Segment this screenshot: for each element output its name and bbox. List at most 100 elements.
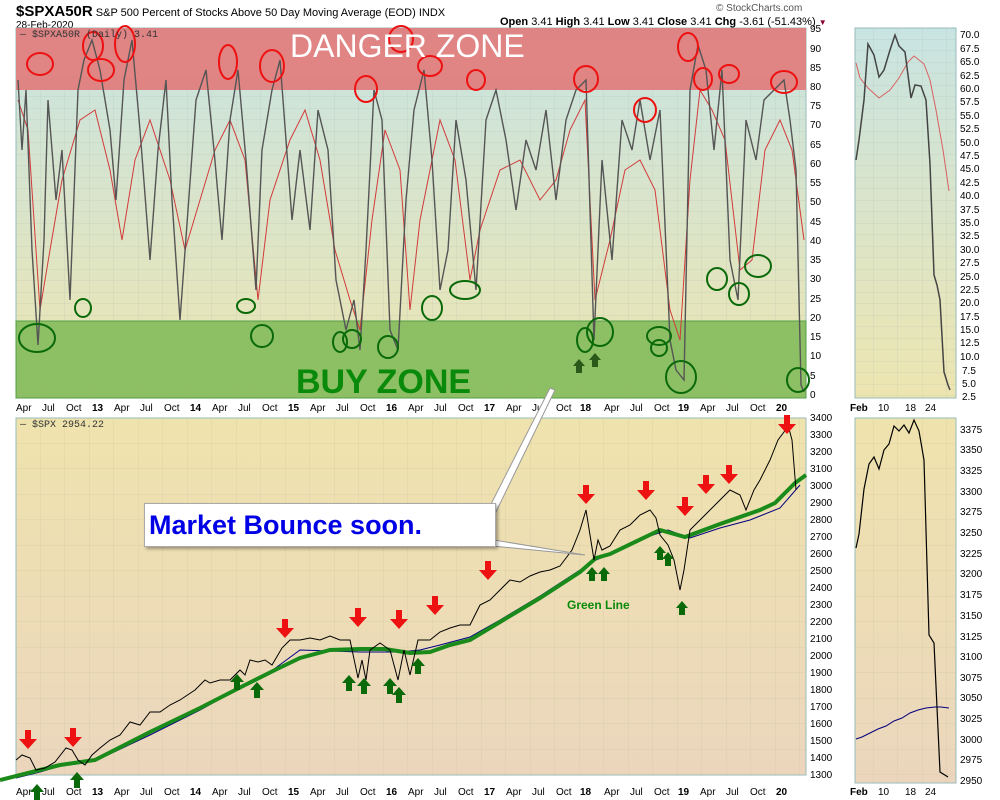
svg-text:10: 10 bbox=[810, 351, 822, 362]
green-line-ma bbox=[0, 473, 808, 782]
ohlc-summary: Open 3.41 High 3.41 Low 3.41 Close 3.41 … bbox=[500, 16, 827, 28]
svg-text:Jul: Jul bbox=[336, 403, 349, 414]
svg-text:3050: 3050 bbox=[960, 693, 983, 704]
svg-text:7.5: 7.5 bbox=[962, 366, 976, 377]
svg-text:Oct: Oct bbox=[66, 787, 82, 798]
callout-text: Market Bounce soon. bbox=[149, 510, 423, 540]
svg-text:65: 65 bbox=[810, 140, 822, 151]
svg-text:1300: 1300 bbox=[810, 770, 833, 781]
svg-text:3100: 3100 bbox=[960, 652, 983, 663]
svg-text:Apr: Apr bbox=[506, 787, 522, 798]
svg-text:Jul: Jul bbox=[336, 787, 349, 798]
svg-text:1800: 1800 bbox=[810, 685, 833, 696]
svg-text:3300: 3300 bbox=[810, 430, 833, 441]
arrow-up-icon bbox=[30, 546, 688, 800]
svg-text:Oct: Oct bbox=[654, 403, 670, 414]
svg-text:55.0: 55.0 bbox=[960, 111, 980, 122]
spx-mini-panel: 3375 3350 3325 3300 3275 3250 3225 3200 … bbox=[850, 417, 983, 798]
buy-zone-label: BUY ZONE bbox=[296, 363, 472, 401]
description: S&P 500 Percent of Stocks Above 50 Day M… bbox=[95, 7, 416, 19]
svg-text:1700: 1700 bbox=[810, 702, 833, 713]
svg-text:Apr: Apr bbox=[408, 787, 424, 798]
svg-text:15: 15 bbox=[810, 332, 822, 343]
breadth-panel bbox=[15, 25, 810, 399]
svg-text:Apr: Apr bbox=[604, 787, 620, 798]
svg-text:25.0: 25.0 bbox=[960, 272, 980, 283]
svg-text:2200: 2200 bbox=[810, 617, 833, 628]
svg-text:2100: 2100 bbox=[810, 634, 833, 645]
chart-date: 28-Feb-2020 bbox=[16, 20, 74, 31]
svg-text:Oct: Oct bbox=[556, 787, 572, 798]
svg-text:14: 14 bbox=[190, 787, 202, 798]
svg-text:Jul: Jul bbox=[238, 787, 251, 798]
svg-text:32.5: 32.5 bbox=[960, 231, 980, 242]
svg-text:Jul: Jul bbox=[532, 787, 545, 798]
svg-text:65.0: 65.0 bbox=[960, 57, 980, 68]
svg-text:Jul: Jul bbox=[532, 403, 545, 414]
svg-text:Jul: Jul bbox=[238, 403, 251, 414]
svg-text:20: 20 bbox=[776, 787, 788, 798]
svg-text:15: 15 bbox=[288, 403, 300, 414]
svg-text:2700: 2700 bbox=[810, 532, 833, 543]
svg-text:Apr: Apr bbox=[604, 403, 620, 414]
svg-text:Apr: Apr bbox=[310, 403, 326, 414]
svg-text:35.0: 35.0 bbox=[960, 218, 980, 229]
svg-text:Jul: Jul bbox=[140, 787, 153, 798]
svg-text:10.0: 10.0 bbox=[960, 352, 980, 363]
svg-text:Feb: Feb bbox=[850, 403, 868, 414]
svg-text:Oct: Oct bbox=[556, 403, 572, 414]
danger-zone-band bbox=[16, 28, 806, 90]
svg-text:3000: 3000 bbox=[960, 735, 983, 746]
breadth-line bbox=[17, 37, 805, 393]
svg-text:0: 0 bbox=[810, 390, 816, 401]
arrow-down-icon bbox=[19, 415, 796, 749]
breadth-mini-panel: 70.0 67.5 65.0 62.5 60.0 57.5 55.0 52.5 … bbox=[850, 27, 980, 414]
x-axis-bottom: Apr Jul Oct 13 Apr Jul Oct 14 Apr Jul Oct 15 Apr J… bbox=[16, 787, 788, 798]
svg-text:Apr: Apr bbox=[114, 787, 130, 798]
svg-text:15.0: 15.0 bbox=[960, 325, 980, 336]
svg-text:Oct: Oct bbox=[750, 787, 766, 798]
svg-text:2600: 2600 bbox=[810, 549, 833, 560]
svg-text:3025: 3025 bbox=[960, 714, 983, 725]
svg-text:Apr: Apr bbox=[506, 403, 522, 414]
svg-text:40.0: 40.0 bbox=[960, 191, 980, 202]
svg-text:20: 20 bbox=[810, 313, 822, 324]
svg-text:3200: 3200 bbox=[960, 569, 983, 580]
svg-text:14: 14 bbox=[190, 403, 202, 414]
svg-text:Oct: Oct bbox=[458, 403, 474, 414]
svg-text:3075: 3075 bbox=[960, 673, 983, 684]
svg-text:47.5: 47.5 bbox=[960, 151, 980, 162]
spx-y-axis: 3400 3300 3200 3100 3000 2900 2800 2700 … bbox=[810, 413, 833, 781]
svg-text:Oct: Oct bbox=[360, 403, 376, 414]
svg-text:52.5: 52.5 bbox=[960, 124, 980, 135]
svg-text:75: 75 bbox=[810, 101, 822, 112]
callout-box: Market Bounce soon. bbox=[144, 503, 496, 547]
svg-text:3125: 3125 bbox=[960, 632, 983, 643]
svg-text:70: 70 bbox=[810, 120, 822, 131]
svg-text:3200: 3200 bbox=[810, 447, 833, 458]
svg-text:45: 45 bbox=[810, 217, 822, 228]
x-axis-top: Apr Jul Oct 13 Apr Jul Oct 14 Apr Jul Oct 15 Apr J… bbox=[16, 403, 788, 414]
svg-text:5: 5 bbox=[810, 371, 816, 382]
svg-text:10: 10 bbox=[878, 787, 890, 798]
svg-text:2800: 2800 bbox=[810, 515, 833, 526]
svg-text:20.0: 20.0 bbox=[960, 298, 980, 309]
svg-text:18: 18 bbox=[580, 787, 592, 798]
svg-text:15: 15 bbox=[288, 787, 300, 798]
svg-text:2300: 2300 bbox=[810, 600, 833, 611]
svg-text:16: 16 bbox=[386, 403, 398, 414]
svg-text:Apr: Apr bbox=[700, 403, 716, 414]
svg-text:27.5: 27.5 bbox=[960, 258, 980, 269]
chg-label: Chg bbox=[714, 16, 737, 28]
svg-text:Jul: Jul bbox=[726, 787, 739, 798]
svg-text:Jul: Jul bbox=[140, 403, 153, 414]
down-triangle-icon: ▼ bbox=[818, 18, 827, 27]
svg-text:70.0: 70.0 bbox=[960, 30, 980, 41]
svg-text:Apr: Apr bbox=[114, 403, 130, 414]
svg-text:Jul: Jul bbox=[42, 403, 55, 414]
svg-text:Oct: Oct bbox=[654, 787, 670, 798]
svg-text:19: 19 bbox=[678, 403, 690, 414]
svg-text:Apr: Apr bbox=[212, 403, 228, 414]
svg-text:3225: 3225 bbox=[960, 549, 983, 560]
